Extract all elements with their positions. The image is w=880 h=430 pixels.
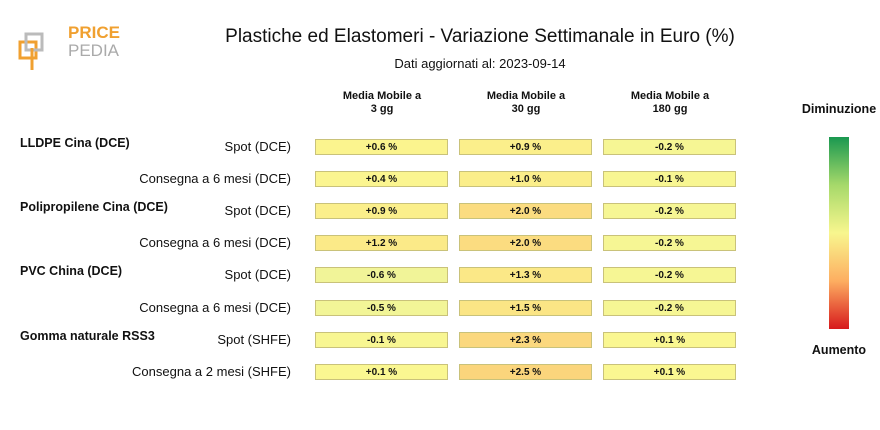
column-header: Media Mobile a xyxy=(486,90,566,102)
legend-top: Diminuzione xyxy=(801,102,877,116)
cell: +1.5 % xyxy=(459,299,592,316)
column-header: 30 gg xyxy=(511,103,541,115)
column-header: 180 gg xyxy=(652,103,688,115)
cell: -0.2 % xyxy=(603,299,736,316)
group-label: PVC China (DCE) xyxy=(20,264,123,279)
cell: +2.5 % xyxy=(459,363,592,380)
group-label: LLDPE Cina (DCE) xyxy=(20,136,130,150)
cell: +1.0 % xyxy=(459,171,592,188)
column-header: Media Mobile a xyxy=(342,90,422,102)
legend-bottom: Aumento xyxy=(811,343,867,357)
cell: +0.1 % xyxy=(603,331,736,348)
cell: -0.6 % xyxy=(315,267,448,284)
cell: +0.6 % xyxy=(315,139,448,155)
row-label: Spot (DCE) xyxy=(224,267,291,283)
cell: +0.1 % xyxy=(603,363,736,380)
row-label: Consegna a 6 mesi (DCE) xyxy=(139,235,291,251)
row-label: Consegna a 6 mesi (DCE) xyxy=(139,171,291,187)
logo-text: PRICE xyxy=(68,23,120,42)
cell: +0.4 % xyxy=(315,171,448,188)
row-label: Spot (SHFE) xyxy=(217,331,291,347)
cell: +0.1 % xyxy=(315,363,448,380)
cell: +0.9 % xyxy=(315,203,448,220)
row-label: Spot (DCE) xyxy=(224,139,291,154)
row-label: Consegna a 6 mesi (DCE) xyxy=(139,299,291,315)
cell: -0.1 % xyxy=(315,331,448,348)
legend-gradient xyxy=(829,137,849,329)
cell: -0.2 % xyxy=(603,139,736,155)
cell: +2.0 % xyxy=(459,235,592,252)
group-label: Gomma naturale RSS3 xyxy=(20,328,155,343)
logo-icon xyxy=(18,32,44,70)
group-label: Polipropilene Cina (DCE) xyxy=(20,200,168,215)
logo-text: PEDIA xyxy=(68,41,120,60)
cell: -0.1 % xyxy=(603,171,736,188)
subtitle: Dati aggiornati al: 2023-09-14 xyxy=(394,56,566,71)
row-label: Spot (DCE) xyxy=(224,203,291,219)
cell: +2.0 % xyxy=(459,203,592,220)
cell: +0.9 % xyxy=(459,139,592,155)
cell: -0.2 % xyxy=(603,267,736,284)
title: Plastiche ed Elastomeri - Variazione Set… xyxy=(225,26,735,47)
cell: -0.5 % xyxy=(315,299,448,316)
row-label: Consegna a 2 mesi (SHFE) xyxy=(132,363,291,379)
column-header: Media Mobile a xyxy=(630,90,710,102)
cell: +1.2 % xyxy=(315,235,448,252)
column-header: 3 gg xyxy=(370,103,394,115)
cell: -0.2 % xyxy=(603,203,736,220)
cell: +1.3 % xyxy=(459,267,592,284)
cell: +2.3 % xyxy=(459,331,592,348)
cell: -0.2 % xyxy=(603,235,736,252)
